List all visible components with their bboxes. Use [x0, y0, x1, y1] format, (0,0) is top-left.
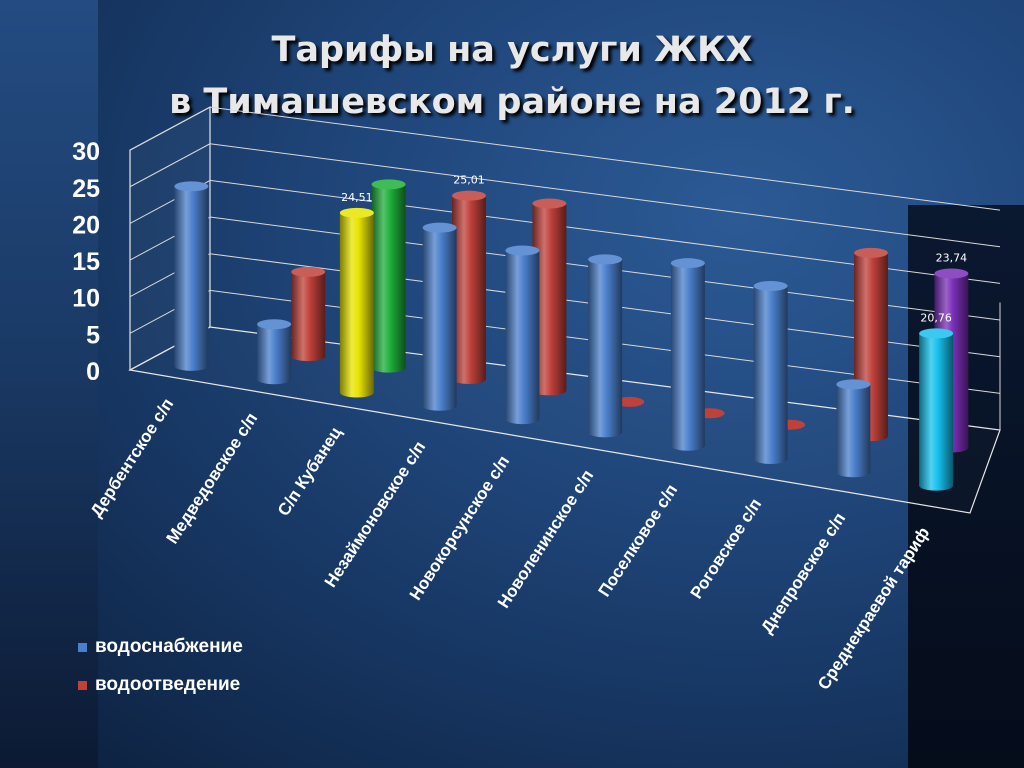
- chart-title: Тарифы на услуги ЖКХ в Тимашевском район…: [0, 24, 1024, 128]
- bar-flat-disc: [615, 396, 645, 407]
- bar-top: [371, 179, 406, 190]
- y-tick-label: 15: [72, 248, 100, 276]
- bar-top: [836, 379, 871, 390]
- legend-swatch-water-supply: [78, 642, 87, 652]
- category-label: Незаймоновское с/п: [321, 438, 430, 591]
- legend-item-sewerage: водоотведение: [78, 666, 243, 704]
- bar-top: [339, 207, 374, 218]
- data-label: 20,76: [920, 311, 952, 324]
- bar-top: [934, 268, 969, 279]
- gridline-back: [209, 143, 1001, 248]
- category-label: Роговское с/п: [687, 495, 766, 602]
- legend-item-water-supply: водоснабжение: [78, 628, 243, 666]
- bar-top: [854, 247, 888, 258]
- gridline-side: [129, 106, 211, 151]
- data-label: 25,01: [453, 174, 485, 187]
- bar-top: [919, 328, 954, 339]
- gridline-back: [209, 106, 1001, 211]
- bar-top: [532, 198, 567, 209]
- y-tick-label: 0: [86, 358, 100, 386]
- left-background-panel: [0, 0, 98, 768]
- bar-water-supply: [422, 222, 457, 411]
- category-label: Среднекраевой тариф: [814, 524, 933, 694]
- category-label: Дербентское с/п: [87, 395, 178, 520]
- bar-body: [371, 184, 406, 373]
- category-label: С/п Кубанец: [274, 423, 346, 519]
- data-label: 23,74: [936, 252, 968, 265]
- bar-body: [670, 263, 705, 451]
- bar-top: [588, 254, 623, 265]
- y-tick-label: 25: [72, 175, 100, 203]
- bar-top: [291, 266, 326, 277]
- bar-water-supply: [836, 379, 871, 478]
- bar-sewerage: [371, 179, 406, 373]
- bar-water-supply: [670, 258, 705, 451]
- bar-body: [452, 195, 486, 385]
- bar-top: [505, 245, 540, 256]
- bar-body: [422, 227, 457, 411]
- title-line-1: Тарифы на услуги ЖКХ: [271, 30, 753, 70]
- bar-body: [919, 333, 954, 491]
- category-label: Новоленинское с/п: [494, 466, 597, 611]
- y-tick-label: 30: [72, 138, 100, 166]
- legend: водоснабжение водоотведение: [78, 628, 243, 704]
- category-label: Поселковое с/п: [595, 481, 682, 600]
- bar-body: [753, 286, 788, 464]
- bar-body: [505, 250, 540, 425]
- bar-body: [339, 212, 374, 398]
- bar-top: [452, 190, 486, 201]
- y-tick-label: 10: [72, 285, 100, 313]
- legend-label-sewerage: водоотведение: [95, 674, 241, 695]
- bar-sewerage: [291, 266, 326, 362]
- bar-top: [257, 319, 292, 330]
- bar-top: [174, 181, 209, 192]
- title-line-2: в Тимашевском районе на 2012 г.: [169, 82, 855, 122]
- bar-sewerage: [532, 198, 567, 396]
- bar-top: [422, 222, 457, 233]
- bar-body: [291, 271, 326, 362]
- category-label: Новокорсунское с/п: [406, 452, 514, 603]
- y-tick-label: 20: [72, 211, 100, 239]
- legend-swatch-sewerage: [78, 680, 87, 690]
- data-label: 24,51: [341, 191, 373, 204]
- bar-body: [588, 259, 623, 438]
- category-label: Днепровское с/п: [757, 509, 849, 636]
- bar-sewerage: [615, 396, 645, 407]
- bar-water-supply: [919, 328, 954, 491]
- legend-label-water-supply: водоснабжение: [95, 636, 243, 657]
- y-tick-label: 5: [86, 321, 100, 349]
- bar-top: [753, 281, 788, 292]
- bar-body: [836, 384, 871, 478]
- bar-body: [257, 324, 292, 385]
- gridline-side: [129, 143, 211, 188]
- bar-sewerage: [452, 190, 486, 385]
- bar-water-supply: [174, 181, 209, 371]
- bar-water-supply: [588, 254, 623, 438]
- bar-body: [532, 203, 567, 396]
- bar-top: [670, 258, 705, 269]
- bar-water-supply: [753, 281, 788, 464]
- category-label: Медведовское с/п: [163, 409, 262, 547]
- bar-water-supply: [339, 207, 374, 398]
- bar-body: [174, 186, 209, 371]
- bar-water-supply: [505, 245, 540, 425]
- bar-water-supply: [257, 319, 292, 385]
